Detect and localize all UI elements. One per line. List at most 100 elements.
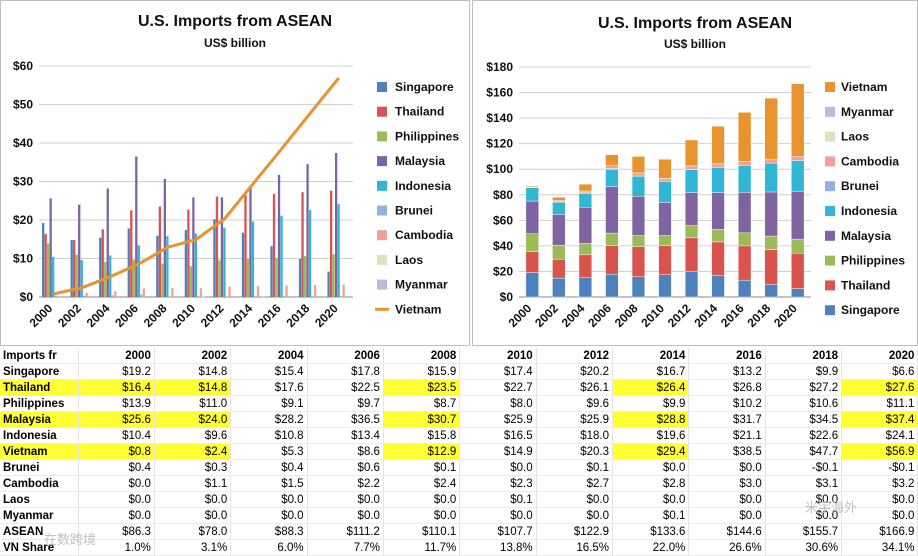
stack-seg-vietnam [526,186,539,187]
table-cell: $12.9 [383,444,459,460]
bar-cambodia [86,293,88,297]
table-cell: $8.0 [460,396,536,412]
legend-label-indonesia: Indonesia [841,204,897,218]
legend-label-singapore: Singapore [395,80,454,94]
table-cell: 30.6% [765,540,841,556]
table-cell: -$0.1 [842,460,918,476]
table-cell: $0.3 [154,460,230,476]
stack-seg-vietnam [791,84,804,157]
y-tick-label: $30 [13,175,33,189]
table-row-label: Brunei [0,460,78,476]
table-cell: $0.0 [154,508,230,524]
stack-seg-cambodia [632,173,645,176]
stack-seg-vietnam [552,197,565,200]
table-cell: $22.6 [765,428,841,444]
table-cell: $20.3 [536,444,612,460]
bar-thailand [273,194,275,297]
bar-philippines [332,254,334,297]
table-cell: 7.7% [307,540,383,556]
table-cell: $0.4 [78,460,154,476]
table-row-label: Thailand [0,380,78,396]
stack-seg-philippines [738,233,751,246]
legend-swatch-singapore [377,82,387,92]
table-cell: $14.9 [460,444,536,460]
bar-cambodia [114,291,116,297]
table-cell: $3.2 [842,476,918,492]
legend-swatch-malaysia [825,231,835,241]
bar-laos [202,297,204,298]
table-cell: $0.1 [536,460,612,476]
x-tick-label: 2016 [255,301,284,330]
table-cell: $0.0 [536,492,612,508]
table-cell: $25.6 [78,412,154,428]
legend-swatch-indonesia [825,206,835,216]
bar-singapore [156,236,158,297]
x-tick-label: 2014 [691,301,720,330]
legend-label-malaysia: Malaysia [841,229,891,243]
legend-swatch-myanmar [377,280,387,290]
bar-singapore [327,272,329,297]
table-row: Vietnam$0.8$2.4$5.3$8.6$12.9$14.9$20.3$2… [0,444,918,460]
bar-brunei [169,297,171,298]
bar-singapore [299,259,301,297]
bar-thailand [187,210,189,297]
bar-indonesia [309,210,311,297]
table-cell: $16.7 [613,364,689,380]
legend-swatch-vietnam [825,82,835,92]
bar-philippines [218,260,220,297]
stack-seg-philippines [659,236,672,246]
legend-label-cambodia: Cambodia [395,228,453,242]
stack-seg-thailand [659,246,672,275]
table-cell: $0.0 [689,460,765,476]
legend-swatch-cambodia [825,156,835,166]
table-header-year: 2000 [78,348,154,364]
table-cell: $16.4 [78,380,154,396]
stack-seg-thailand [791,253,804,288]
table-cell: $9.7 [307,396,383,412]
x-tick-label: 2012 [665,301,694,330]
stack-seg-cambodia [765,159,778,163]
y-tick-label: $60 [13,59,33,73]
bar-cambodia [342,285,344,297]
legend-label-malaysia: Malaysia [395,154,445,168]
stack-seg-singapore [552,278,565,297]
table-cell: $28.2 [231,412,307,428]
table-cell: $10.2 [689,396,765,412]
x-tick-label: 2016 [718,301,747,330]
stack-seg-indonesia [765,163,778,192]
bar-philippines [247,259,249,297]
table-row: Laos$0.0$0.0$0.0$0.0$0.0$0.1$0.0$0.0$0.0… [0,492,918,508]
bar-singapore [42,223,44,297]
table-row: ASEAN$86.3$78.0$88.3$111.2$110.1$107.7$1… [0,524,918,540]
bar-thailand [130,210,132,297]
table-cell: $10.8 [231,428,307,444]
table-cell: 34.1% [842,540,918,556]
bar-thailand [102,229,104,297]
bar-thailand [45,234,47,297]
bar-indonesia [195,233,197,297]
stack-seg-cambodia [606,166,619,169]
table-cell: $0.1 [383,460,459,476]
table-cell: $31.7 [689,412,765,428]
legend-label-cambodia: Cambodia [841,154,899,168]
bar-thailand [244,195,246,297]
stack-seg-thailand [632,247,645,277]
table-cell: $9.9 [765,364,841,380]
legend-swatch-indonesia [377,181,387,191]
stack-seg-indonesia [526,188,539,201]
bar-singapore [99,238,101,297]
table-cell: $19.2 [78,364,154,380]
table-cell: $0.0 [536,508,612,524]
stack-seg-philippines [579,243,592,255]
table-cell: 11.7% [383,540,459,556]
table-cell: $111.2 [307,524,383,540]
x-tick-label: 2010 [169,301,198,330]
table-row: Malaysia$25.6$24.0$28.2$36.5$30.7$25.9$2… [0,412,918,428]
table-cell: $11.1 [842,396,918,412]
table-row: Philippines$13.9$11.0$9.1$9.7$8.7$8.0$9.… [0,396,918,412]
table-cell: $26.1 [536,380,612,396]
table-cell: $2.3 [460,476,536,492]
table-cell: $47.7 [765,444,841,460]
table-header-year: 2004 [231,348,307,364]
